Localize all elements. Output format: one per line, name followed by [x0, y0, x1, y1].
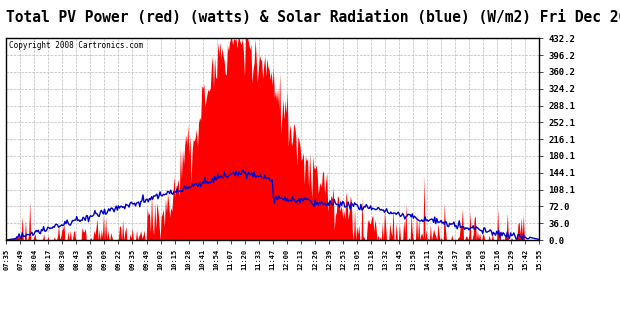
Text: Copyright 2008 Cartronics.com: Copyright 2008 Cartronics.com	[9, 41, 143, 51]
Text: Total PV Power (red) (watts) & Solar Radiation (blue) (W/m2) Fri Dec 26 15:58: Total PV Power (red) (watts) & Solar Rad…	[6, 10, 620, 25]
